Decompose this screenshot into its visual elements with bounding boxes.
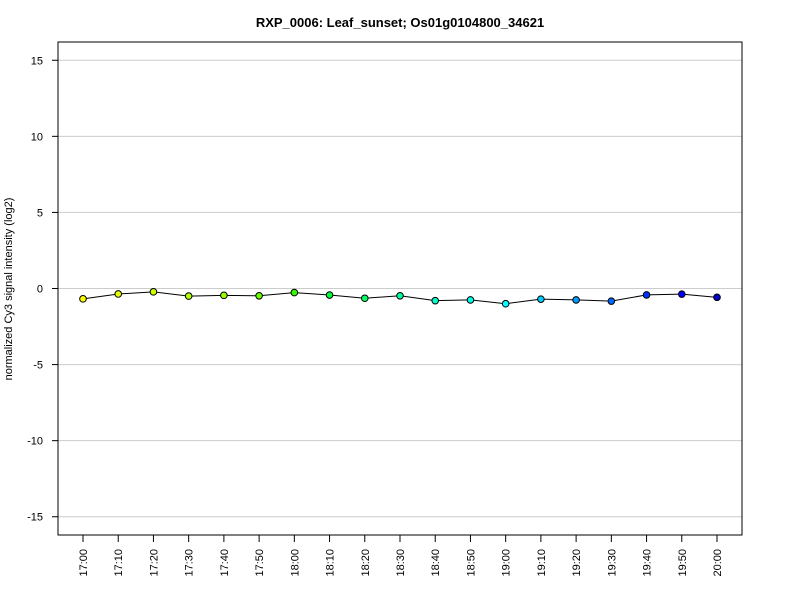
data-point [290, 288, 299, 297]
x-tick-label: 17:00 [78, 549, 90, 577]
y-tick-label: -15 [27, 512, 43, 524]
x-tick-label: 19:50 [677, 549, 689, 577]
data-point [431, 296, 440, 305]
data-point [149, 288, 158, 296]
x-tick-label: 18:10 [325, 549, 337, 577]
data-point [572, 296, 580, 304]
data-point [184, 292, 193, 300]
data-point [360, 294, 369, 303]
chart-title: RXP_0006: Leaf_sunset; Os01g0104800_3462… [256, 15, 544, 30]
data-point [220, 291, 228, 300]
x-tick-label: 17:40 [219, 549, 231, 577]
y-axis: -15 -10 -5 0 5 10 15 [27, 55, 58, 524]
data-point [466, 296, 475, 304]
x-tick-label: 19:00 [501, 549, 513, 577]
y-tick-label: 5 [37, 207, 43, 219]
y-axis-label: normalized Cy3 signal intensity (log2) [3, 198, 15, 381]
x-tick-label: 18:30 [395, 549, 407, 577]
x-tick-label: 19:10 [536, 549, 548, 577]
x-axis: 17:00 17:10 17:20 17:30 17:40 17:50 18:00 18:10… [78, 535, 724, 577]
y-tick-label: 0 [37, 284, 43, 296]
x-tick-label: 20:00 [712, 549, 724, 577]
data-point [396, 292, 404, 300]
y-tick-label: 10 [31, 131, 43, 143]
x-tick-label: 17:20 [148, 549, 160, 577]
data-point [677, 290, 686, 298]
data-point [114, 290, 123, 298]
x-tick-label: 18:40 [430, 549, 442, 577]
data-point [537, 295, 545, 303]
data-point [607, 297, 616, 305]
y-tick-label: 15 [31, 55, 43, 67]
data-point [713, 293, 721, 302]
series [79, 288, 721, 308]
data-point [325, 291, 334, 299]
gridlines [58, 59, 742, 518]
data-point [79, 295, 87, 303]
x-tick-label: 17:50 [254, 549, 266, 577]
x-tick-label: 18:50 [465, 549, 477, 577]
data-point [501, 299, 510, 308]
x-tick-label: 19:40 [642, 549, 654, 577]
data-point [255, 292, 263, 300]
x-tick-label: 18:00 [289, 549, 301, 577]
x-tick-label: 19:30 [606, 549, 618, 577]
data-point [642, 291, 651, 299]
x-tick-label: 17:30 [184, 549, 196, 577]
y-tick-label: -5 [33, 360, 43, 372]
x-tick-label: 18:20 [360, 549, 372, 577]
x-tick-label: 17:10 [113, 549, 125, 577]
y-tick-label: -10 [27, 436, 43, 448]
x-tick-label: 19:20 [571, 549, 583, 577]
